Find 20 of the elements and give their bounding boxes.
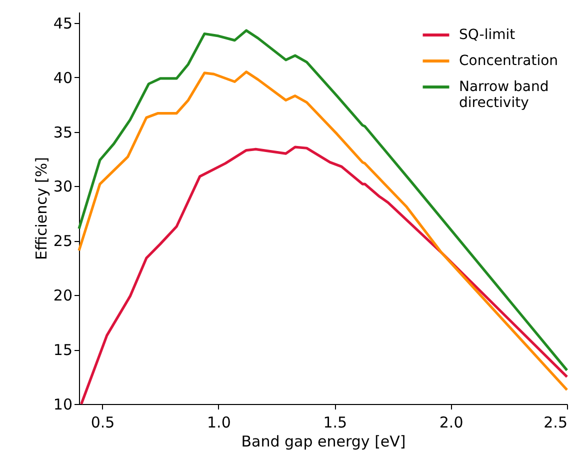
legend-label: Narrow band directivity — [459, 79, 549, 111]
y-tick-label: 15 — [53, 341, 72, 360]
legend-label: SQ-limit — [459, 27, 516, 43]
y-tick-label: 40 — [53, 68, 72, 87]
x-axis-title: Band gap energy [eV] — [241, 432, 406, 450]
x-tick-label: 1.5 — [323, 414, 348, 432]
x-tick-label: 2.5 — [544, 414, 568, 432]
x-tick-label: 2.0 — [439, 414, 464, 432]
y-tick-label: 45 — [53, 14, 72, 32]
y-tick-label: 30 — [53, 178, 72, 196]
x-tick-label: 0.5 — [90, 414, 115, 432]
y-axis-title: Efficiency [%] — [32, 157, 50, 260]
legend-label: Concentration — [459, 53, 558, 69]
y-tick-label: 25 — [53, 232, 72, 250]
y-tick-label: 10 — [53, 396, 72, 414]
y-tick-label: 35 — [53, 123, 72, 142]
line-series — [78, 29, 568, 372]
x-tick-label: 1.0 — [207, 414, 231, 432]
y-tick-label: 20 — [53, 286, 72, 305]
line-series — [78, 70, 568, 392]
